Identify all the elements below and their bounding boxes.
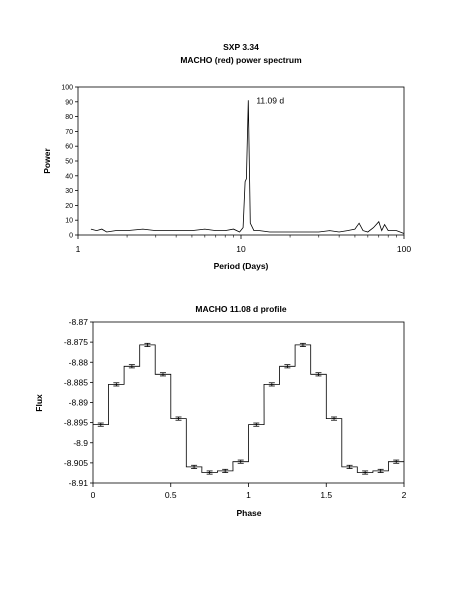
y-tick-label: -8.885 (64, 377, 88, 387)
power-spectrum-y-ticks: 0 10 20 30 40 50 60 70 80 90 100 (61, 85, 78, 240)
profile-step-line (93, 344, 404, 473)
x-tick-label: 100 (397, 244, 411, 254)
peak-annotation: 11.09 d (256, 95, 284, 105)
power-line (90, 100, 405, 234)
power-spectrum-title: SXP 3.34 (223, 42, 259, 52)
power-spectrum-x-ticks: 1 10 100 (76, 235, 411, 254)
y-tick-label: 60 (65, 144, 73, 151)
y-tick-label: -8.89 (69, 398, 89, 408)
y-tick-label: 20 (65, 203, 73, 210)
profile-y-ticks: -8.87 -8.875 -8.88 -8.885 -8.89 -8.895 -8.9 -8.… (64, 317, 93, 488)
power-spectrum-subtitle: MACHO (red) power spectrum (180, 55, 302, 65)
y-tick-label: 40 (65, 173, 73, 180)
y-tick-label: -8.905 (64, 458, 88, 468)
x-tick-label: 1 (76, 244, 81, 254)
x-tick-label: 0.5 (165, 490, 177, 500)
y-tick-label: -8.87 (69, 317, 89, 327)
power-spectrum-x-axis-label: Period (Days) (214, 261, 269, 271)
y-tick-label: 30 (65, 188, 73, 195)
profile-y-axis-label: Flux (34, 394, 44, 412)
y-tick-label: -8.88 (69, 357, 89, 367)
y-tick-label: 10 (65, 218, 73, 225)
power-spectrum-series (90, 100, 405, 234)
y-tick-label: -8.9 (73, 438, 88, 448)
power-spectrum-chart: SXP 3.34 MACHO (red) power spectrum 0 10 2… (42, 42, 411, 271)
y-tick-label: 70 (65, 129, 73, 136)
power-spectrum-plot-area (77, 86, 405, 236)
profile-title: MACHO 11.08 d profile (195, 304, 286, 314)
x-tick-label: 1 (246, 490, 251, 500)
x-tick-label: 2 (402, 490, 407, 500)
y-tick-label: 100 (61, 85, 73, 92)
x-tick-label: 0 (91, 490, 96, 500)
profile-x-axis-label: Phase (236, 508, 261, 518)
x-tick-label: 10 (236, 244, 246, 254)
power-spectrum-y-axis-label: Power (42, 148, 52, 174)
y-tick-label: 50 (65, 159, 73, 166)
y-tick-label: -8.91 (69, 478, 89, 488)
profile-chart: MACHO 11.08 d profile -8.87-8.875-8.88-8… (34, 304, 407, 518)
y-tick-label: -8.895 (64, 418, 88, 428)
y-tick-label: -8.875 (64, 337, 88, 347)
profile-series (93, 342, 404, 475)
profile-x-ticks: 0 0.5 1 1.5 2 (91, 483, 407, 500)
x-tick-label: 1.5 (320, 490, 332, 500)
y-tick-label: 80 (65, 114, 73, 121)
y-tick-label: 90 (65, 99, 73, 106)
y-tick-label: 0 (69, 233, 73, 240)
